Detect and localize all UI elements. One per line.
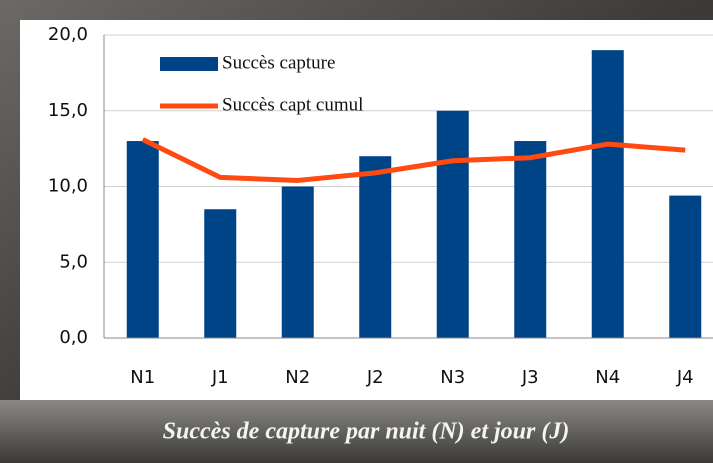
legend-label: Succès capture: [222, 52, 335, 73]
x-tick-label: J1: [211, 367, 229, 388]
bar: [359, 156, 392, 338]
bar: [204, 209, 237, 338]
x-tick-label: J3: [521, 367, 539, 388]
bar: [669, 195, 702, 338]
y-tick-label: 0,0: [59, 327, 88, 348]
legend-swatch: [160, 57, 218, 71]
x-tick-label: J2: [366, 367, 384, 388]
bar: [514, 141, 547, 338]
x-tick-label: N4: [595, 367, 620, 388]
legend-label: Succès capt cumul: [222, 94, 363, 115]
x-tick-label: J4: [676, 367, 694, 388]
y-tick-label: 5,0: [59, 251, 88, 272]
bar: [126, 141, 159, 338]
x-tick-label: N3: [440, 367, 465, 388]
y-tick-label: 20,0: [48, 24, 88, 45]
caption: Succès de capture par nuit (N) et jour (…: [163, 419, 570, 445]
line: [141, 137, 686, 183]
x-tick-label: N1: [130, 367, 155, 388]
bar: [281, 186, 314, 338]
bar: [591, 50, 624, 339]
bar: [436, 110, 469, 338]
y-tick-label: 15,0: [48, 100, 88, 121]
y-tick-label: 10,0: [48, 176, 88, 197]
x-tick-label: N2: [285, 367, 310, 388]
caption-bar: [0, 400, 713, 463]
